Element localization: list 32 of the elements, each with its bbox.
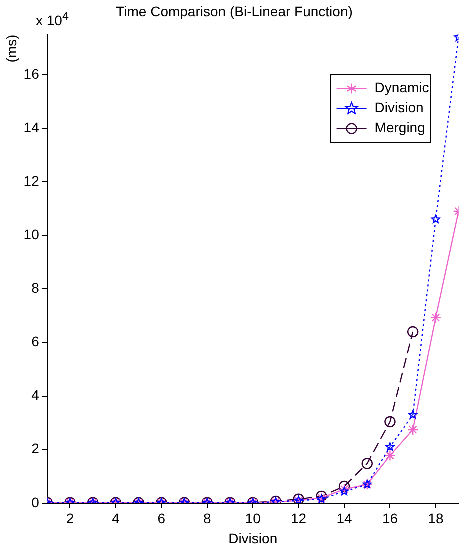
y-tick-label: 14 xyxy=(24,119,40,136)
point xyxy=(386,442,395,452)
x-tick-label: 4 xyxy=(112,510,120,527)
point xyxy=(384,416,396,428)
y-axis-title: (ms) xyxy=(3,34,20,63)
point xyxy=(408,410,418,419)
y-tick-label: 12 xyxy=(24,172,40,189)
y-tick-label: 6 xyxy=(32,334,40,350)
x-tick-label: 16 xyxy=(382,510,398,527)
y-tick-label: 8 xyxy=(32,280,40,296)
x-axis-title: Division xyxy=(228,530,278,546)
legend-label: Merging xyxy=(374,120,426,136)
point xyxy=(407,326,419,338)
y-tick-label: 16 xyxy=(24,66,40,82)
text: x 10$^{4}$ xyxy=(36,10,69,29)
point xyxy=(430,312,442,324)
x-tick-label: 18 xyxy=(428,510,444,527)
y-tick-label: 10 xyxy=(24,226,40,242)
legend-label: Dynamic xyxy=(374,80,430,96)
x-tick-label: 2 xyxy=(66,510,74,527)
x-tick-label: 6 xyxy=(158,510,166,527)
y-tick-label: 4 xyxy=(32,387,40,404)
point xyxy=(432,214,440,224)
point xyxy=(407,424,419,436)
x-tick-label: 14 xyxy=(336,510,353,527)
x-tick-label: 12 xyxy=(291,510,307,527)
x-tick-label: 10 xyxy=(245,510,262,527)
y-tick-label: 0 xyxy=(32,494,40,510)
chart-title: Time Comparison (Bi-Linear Function) xyxy=(116,3,353,20)
x-tick-label: 8 xyxy=(203,510,212,527)
legend-label: Division xyxy=(374,100,424,116)
y-tick-label: 2 xyxy=(32,440,40,457)
